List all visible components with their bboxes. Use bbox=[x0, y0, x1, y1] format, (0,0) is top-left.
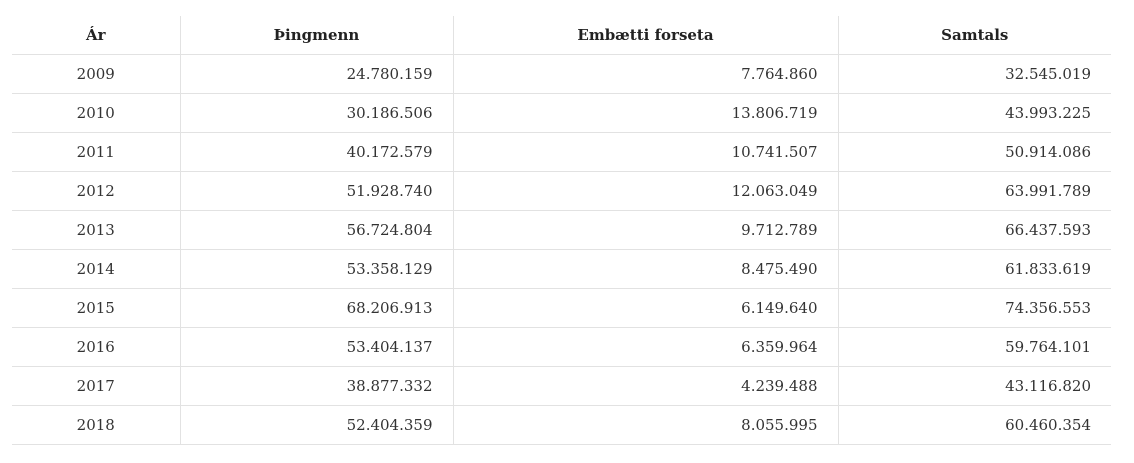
cell-president: 12.063.049 bbox=[452, 171, 838, 211]
cell-total: 50.914.086 bbox=[837, 132, 1111, 172]
table-row: 2016 53.404.137 6.359.964 59.764.101 bbox=[12, 327, 1111, 367]
table-row: 2017 38.877.332 4.239.488 43.116.820 bbox=[12, 366, 1111, 406]
cell-mps: 56.724.804 bbox=[179, 210, 453, 250]
table-row: 2013 56.724.804 9.712.789 66.437.593 bbox=[12, 210, 1111, 250]
cell-year: 2009 bbox=[12, 54, 180, 94]
cell-mps: 53.358.129 bbox=[179, 249, 453, 289]
cell-year: 2010 bbox=[12, 93, 180, 133]
cell-mps: 53.404.137 bbox=[179, 327, 453, 367]
table-row: 2015 68.206.913 6.149.640 74.356.553 bbox=[12, 288, 1111, 328]
cell-total: 32.545.019 bbox=[837, 54, 1111, 94]
cell-total: 61.833.619 bbox=[837, 249, 1111, 289]
cell-total: 74.356.553 bbox=[837, 288, 1111, 328]
data-table-container: Ár Þingmenn Embætti forseta Samtals 2009… bbox=[12, 16, 1111, 445]
table-row: 2012 51.928.740 12.063.049 63.991.789 bbox=[12, 171, 1111, 211]
cell-president: 10.741.507 bbox=[452, 132, 838, 172]
cell-year: 2013 bbox=[12, 210, 180, 250]
cell-mps: 38.877.332 bbox=[179, 366, 453, 406]
cell-year: 2017 bbox=[12, 366, 180, 406]
cell-total: 43.993.225 bbox=[837, 93, 1111, 133]
cell-mps: 40.172.579 bbox=[179, 132, 453, 172]
cell-year: 2018 bbox=[12, 405, 180, 445]
cell-mps: 52.404.359 bbox=[179, 405, 453, 445]
table-row: 2010 30.186.506 13.806.719 43.993.225 bbox=[12, 93, 1111, 133]
cell-president: 7.764.860 bbox=[452, 54, 838, 94]
cell-president: 4.239.488 bbox=[452, 366, 838, 406]
header-row: Ár Þingmenn Embætti forseta Samtals bbox=[12, 16, 1111, 55]
cell-mps: 24.780.159 bbox=[179, 54, 453, 94]
table-row: 2014 53.358.129 8.475.490 61.833.619 bbox=[12, 249, 1111, 289]
cell-president: 8.475.490 bbox=[452, 249, 838, 289]
cell-total: 60.460.354 bbox=[837, 405, 1111, 445]
column-header-total: Samtals bbox=[837, 16, 1111, 55]
cell-total: 43.116.820 bbox=[837, 366, 1111, 406]
cell-total: 66.437.593 bbox=[837, 210, 1111, 250]
table-row: 2018 52.404.359 8.055.995 60.460.354 bbox=[12, 405, 1111, 445]
cell-year: 2014 bbox=[12, 249, 180, 289]
table-row: 2009 24.780.159 7.764.860 32.545.019 bbox=[12, 54, 1111, 94]
cell-year: 2011 bbox=[12, 132, 180, 172]
cell-year: 2012 bbox=[12, 171, 180, 211]
cell-president: 13.806.719 bbox=[452, 93, 838, 133]
column-header-mps: Þingmenn bbox=[179, 16, 453, 55]
table-body: 2009 24.780.159 7.764.860 32.545.019 201… bbox=[12, 54, 1111, 445]
table-row: 2011 40.172.579 10.741.507 50.914.086 bbox=[12, 132, 1111, 172]
cell-total: 63.991.789 bbox=[837, 171, 1111, 211]
column-header-president: Embætti forseta bbox=[452, 16, 838, 55]
expenses-table: Ár Þingmenn Embætti forseta Samtals 2009… bbox=[12, 16, 1111, 445]
cell-mps: 68.206.913 bbox=[179, 288, 453, 328]
cell-president: 8.055.995 bbox=[452, 405, 838, 445]
column-header-year: Ár bbox=[12, 16, 180, 55]
cell-year: 2016 bbox=[12, 327, 180, 367]
cell-total: 59.764.101 bbox=[837, 327, 1111, 367]
cell-president: 6.149.640 bbox=[452, 288, 838, 328]
table-header: Ár Þingmenn Embætti forseta Samtals bbox=[12, 16, 1111, 55]
cell-mps: 30.186.506 bbox=[179, 93, 453, 133]
cell-president: 9.712.789 bbox=[452, 210, 838, 250]
cell-mps: 51.928.740 bbox=[179, 171, 453, 211]
cell-year: 2015 bbox=[12, 288, 180, 328]
cell-president: 6.359.964 bbox=[452, 327, 838, 367]
